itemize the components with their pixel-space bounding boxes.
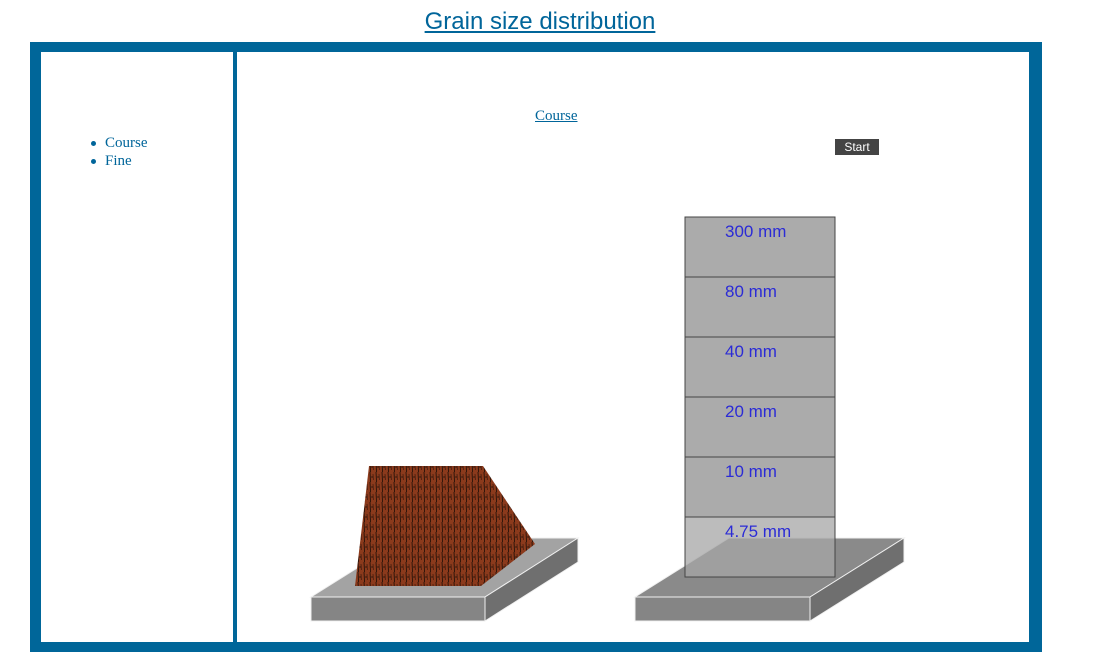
soil-sample-pile [355, 466, 535, 586]
sidebar-item-course[interactable]: Course [91, 134, 148, 152]
page-title: Grain size distribution [424, 8, 656, 35]
section-heading: Course [535, 108, 578, 124]
sieve-4-75mm [684, 516, 836, 578]
sieve-80mm [684, 276, 836, 338]
sidebar-item-fine[interactable]: Fine [91, 152, 148, 170]
sieve-label-40mm: 40 mm [725, 342, 777, 361]
sieve-10mm [684, 456, 836, 518]
sieve-label-10mm: 10 mm [725, 462, 777, 481]
sieve-label-20mm: 20 mm [725, 402, 777, 421]
sieve-stack: 300 mm 80 mm 40 mm 20 mm 10 mm 4.75 mm [684, 216, 836, 578]
sieve-label-80mm: 80 mm [725, 282, 777, 301]
sieve-40mm [684, 336, 836, 398]
sieve-label-4-75mm: 4.75 mm [725, 522, 791, 541]
sieve-label-300mm: 300 mm [725, 222, 786, 241]
sieve-20mm [684, 396, 836, 458]
sieve-simulation: 300 mm 80 mm 40 mm 20 mm 10 mm 4.75 mm [309, 216, 906, 622]
sidebar: Course Fine [41, 52, 233, 642]
start-button[interactable]: Start [835, 139, 879, 155]
main-panel: Course Start [237, 52, 1029, 642]
sidebar-menu: Course Fine [91, 134, 148, 170]
